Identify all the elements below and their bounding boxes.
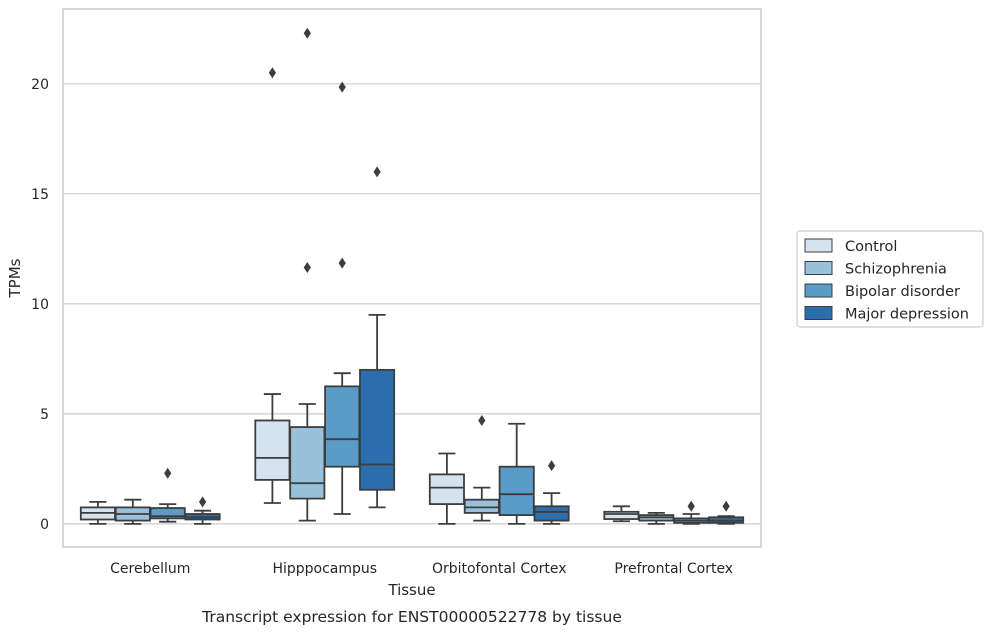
outlier-point	[478, 414, 486, 426]
y-tick-label: 5	[40, 407, 49, 423]
box-bipolar-disorder	[498, 422, 535, 525]
box-iqr	[359, 368, 396, 491]
box-schizophrenia	[638, 511, 675, 525]
box-major-depression	[533, 460, 570, 525]
legend-label: Major depression	[845, 307, 969, 323]
box-bipolar-disorder	[673, 500, 710, 525]
legend-swatch	[804, 261, 833, 275]
box-control	[79, 500, 116, 525]
legend-label: Schizophrenia	[845, 262, 947, 278]
legend: Control Schizophrenia Bipolar disorder Majo…	[796, 230, 984, 328]
outlier-point	[373, 166, 381, 178]
y-axis-ticks: 0 5 10 15 20	[31, 77, 49, 533]
legend-swatch	[804, 306, 833, 320]
legend-item: Schizophrenia	[804, 261, 947, 278]
legend-frame	[796, 230, 984, 328]
box-schizophrenia	[289, 27, 326, 522]
outlier-point	[268, 67, 276, 79]
box-major-depression	[708, 500, 745, 525]
legend-item: Control	[804, 238, 897, 255]
box-iqr	[498, 465, 535, 516]
outlier-point	[722, 500, 730, 512]
box-iqr	[603, 510, 640, 520]
y-tick-label: 0	[40, 517, 49, 533]
outlier-point	[303, 262, 311, 274]
box-major-depression	[359, 166, 396, 509]
box-iqr	[533, 505, 570, 522]
y-tick-label: 15	[31, 187, 49, 203]
box-bipolar-disorder	[149, 467, 186, 523]
gridlines	[63, 83, 761, 525]
legend-label: Bipolar disorder	[845, 284, 960, 300]
box-schizophrenia	[114, 498, 151, 525]
box-control	[603, 505, 640, 523]
box-major-depression	[184, 496, 221, 525]
box-control	[254, 67, 291, 504]
chart-caption: Transcript expression for ENST0000052277…	[201, 608, 622, 626]
box-schizophrenia	[463, 414, 500, 522]
x-axis-label: Tissue	[387, 581, 435, 599]
legend-swatch	[804, 283, 833, 298]
x-axis-ticks: Cerebellum Hipppocampus Orbitofontal Corte…	[110, 561, 733, 577]
outlier-point	[338, 257, 346, 269]
box-iqr	[254, 419, 291, 481]
outlier-point	[548, 460, 556, 472]
legend-label: Control	[845, 239, 897, 255]
plot-frame	[62, 8, 762, 548]
box-iqr	[324, 385, 361, 468]
outlier-point	[338, 81, 346, 93]
x-tick-label: Cerebellum	[110, 561, 190, 577]
legend-swatch	[804, 238, 833, 253]
box-control	[428, 452, 465, 525]
legend-item: Bipolar disorder	[804, 283, 960, 300]
outlier-point	[164, 467, 172, 479]
outlier-point	[303, 27, 311, 39]
x-tick-label: Prefrontal Cortex	[614, 561, 733, 577]
y-axis-label: TPMs	[6, 258, 24, 298]
box-bipolar-disorder	[324, 81, 361, 515]
box-iqr	[463, 498, 500, 514]
legend-item: Major depression	[804, 306, 969, 323]
y-tick-label: 20	[31, 77, 49, 93]
boxes	[79, 27, 745, 525]
x-tick-label: Orbitofontal Cortex	[432, 561, 567, 577]
outlier-point	[687, 500, 695, 512]
box-iqr	[428, 473, 465, 505]
y-tick-label: 10	[31, 297, 49, 313]
x-tick-label: Hipppocampus	[272, 561, 377, 577]
box-iqr	[289, 426, 326, 500]
outlier-point	[199, 496, 207, 508]
